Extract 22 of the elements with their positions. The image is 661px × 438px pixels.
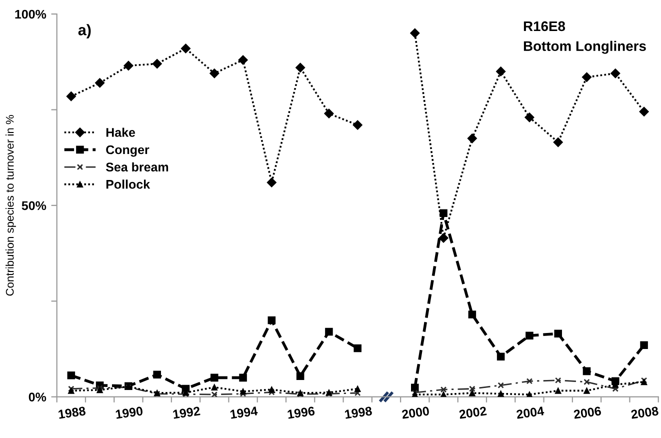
y-tick-label: 0% [28, 392, 46, 402]
annotation: R16E8 [524, 21, 566, 32]
x-tick-label: 1992 [172, 406, 200, 419]
annotation: Bottom Longliners [524, 40, 646, 54]
x-tick-label: 2002 [458, 406, 487, 419]
y-tick-label: 50% [22, 201, 46, 210]
x-tick-label: 1996 [287, 406, 315, 419]
legend-label: Conger [106, 145, 150, 157]
legend-label: Pollock [106, 180, 150, 189]
x-tick-label: 1990 [116, 406, 143, 419]
x-tick-label: 2008 [630, 406, 659, 419]
legend-label: Hake [106, 128, 136, 137]
legend-label: Sea bream [106, 162, 168, 172]
x-tick-label: 2000 [402, 406, 430, 419]
x-tick-label: 1998 [344, 406, 372, 419]
y-tick-label: 100% [15, 10, 46, 19]
annotation: a) [78, 24, 91, 38]
x-tick-label: 1988 [58, 406, 86, 419]
y-axis-title: Contribution species to turnover in % [6, 115, 16, 296]
x-tick-label: 2004 [516, 406, 544, 419]
x-tick-label: 1994 [230, 406, 258, 419]
x-tick-label: 2006 [573, 406, 602, 419]
